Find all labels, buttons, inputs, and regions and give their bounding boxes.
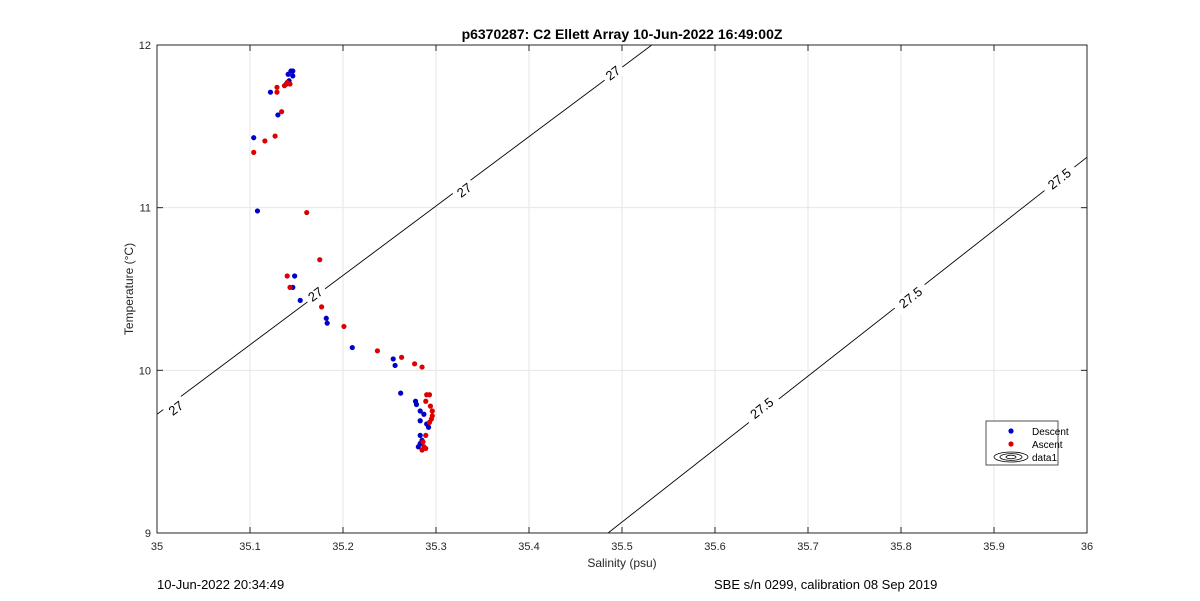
ascent-point xyxy=(426,392,433,398)
footer-calibration: SBE s/n 0299, calibration 08 Sep 2019 xyxy=(714,577,938,592)
legend-contour-icon xyxy=(999,453,1023,461)
ascent-point xyxy=(287,284,293,290)
legend-marker-ascent xyxy=(1008,441,1014,447)
ascent-point xyxy=(427,403,434,409)
x-axis-label: Salinity (psu) xyxy=(587,556,656,570)
descent-point xyxy=(415,444,421,450)
ascent-point xyxy=(423,398,429,404)
x-tick-label: 35.3 xyxy=(425,541,446,553)
ascent-point xyxy=(420,439,426,445)
x-tick-label: 35.5 xyxy=(611,541,632,553)
x-tick-label: 35.8 xyxy=(890,541,911,553)
x-tick-label: 35.2 xyxy=(332,541,353,553)
legend-contour-icon xyxy=(1005,454,1017,460)
x-tick-label: 35.7 xyxy=(797,541,818,553)
descent-point xyxy=(323,315,329,321)
descent-point xyxy=(324,320,330,326)
descent-point xyxy=(417,432,423,438)
chart-title: p6370287: C2 Ellett Array 10-Jun-2022 16… xyxy=(462,26,783,42)
ascent-point xyxy=(412,361,418,367)
y-tick-label: 11 xyxy=(140,203,151,215)
legend-contour-icon xyxy=(993,451,1029,463)
y-tick-label: 10 xyxy=(139,365,151,377)
ascent-point xyxy=(398,354,405,360)
y-axis-label: Temperature (°C) xyxy=(122,243,136,335)
density-contour xyxy=(157,45,653,415)
descent-point xyxy=(290,68,296,74)
legend-marker-descent xyxy=(1008,428,1014,434)
contour-label-bg xyxy=(599,59,627,86)
descent-point xyxy=(267,89,274,95)
x-tick-label: 35.4 xyxy=(518,541,539,553)
descent-point xyxy=(392,362,398,369)
ascent-point xyxy=(317,257,323,263)
legend-label-data1: data1 xyxy=(1032,453,1057,464)
ascent-point xyxy=(284,273,290,279)
descent-point xyxy=(251,135,257,141)
descent-point xyxy=(398,390,404,396)
y-tick-label: 12 xyxy=(139,40,151,52)
descent-point xyxy=(285,71,291,77)
descent-point xyxy=(275,112,281,118)
ascent-point xyxy=(419,364,425,370)
legend-label-ascent: Ascent xyxy=(1032,440,1063,451)
x-tick-label: 35.6 xyxy=(704,541,725,553)
x-tick-label: 35.9 xyxy=(983,541,1004,553)
ascent-point xyxy=(374,348,381,354)
x-tick-label: 36 xyxy=(1081,541,1093,553)
ascent-point xyxy=(274,84,280,90)
ascent-point xyxy=(274,89,280,95)
descent-point xyxy=(297,297,303,303)
contour-label-bg xyxy=(301,280,329,307)
contour-label-bg xyxy=(1039,160,1079,197)
ascent-point xyxy=(341,323,347,330)
ascent-point xyxy=(287,81,293,87)
contour-label: 27 xyxy=(454,180,475,201)
descent-point xyxy=(421,411,427,417)
ascent-point xyxy=(426,419,433,425)
descent-point xyxy=(417,408,423,414)
descent-point xyxy=(425,424,432,430)
ascent-point xyxy=(304,209,310,216)
ascent-point xyxy=(419,447,425,453)
legend-label-descent: Descent xyxy=(1032,427,1069,438)
ascent-point xyxy=(272,133,278,139)
descent-point xyxy=(390,356,396,362)
descent-point xyxy=(349,344,355,351)
ascent-point xyxy=(319,304,325,310)
x-tick-label: 35.1 xyxy=(239,541,260,553)
descent-point xyxy=(290,73,296,79)
descent-point xyxy=(413,401,420,408)
footer-timestamp: 10-Jun-2022 20:34:49 xyxy=(157,577,285,592)
descent-point xyxy=(254,208,261,214)
contour-label-bg xyxy=(890,279,931,316)
contour-label: 27 xyxy=(305,284,326,305)
contour-label-bg xyxy=(450,176,478,203)
ascent-point xyxy=(429,408,435,414)
x-tick-label: 35 xyxy=(151,541,163,553)
contour-label-bg xyxy=(741,389,782,426)
descent-point xyxy=(292,273,298,279)
ascent-point xyxy=(251,149,257,155)
ascent-point xyxy=(423,432,429,438)
ascent-point xyxy=(281,83,288,89)
contour-label: 27 xyxy=(166,398,187,419)
ascent-point xyxy=(279,109,285,115)
ascent-point xyxy=(262,138,268,144)
density-contour xyxy=(607,156,1087,533)
descent-point xyxy=(417,418,423,424)
contour-label: 27 xyxy=(603,63,624,84)
y-tick-label: 9 xyxy=(145,528,151,540)
contour-label-bg xyxy=(161,394,190,421)
